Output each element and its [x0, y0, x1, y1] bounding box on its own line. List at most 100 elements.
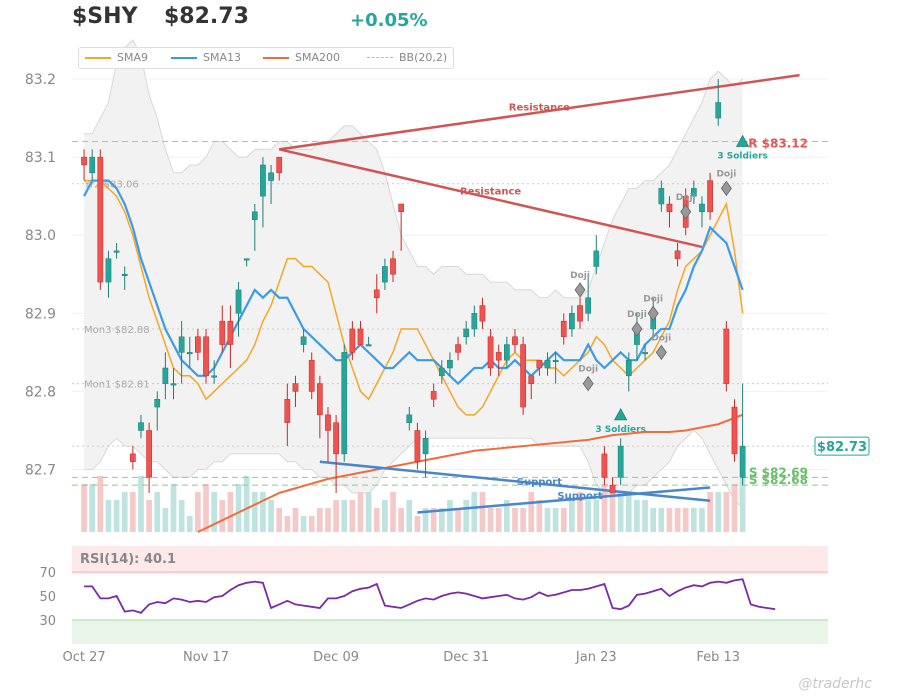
candle-body [438, 367, 445, 377]
volume-bar [625, 492, 632, 532]
volume-bar [365, 492, 372, 532]
volume-bar [398, 508, 404, 532]
candle-body [365, 344, 372, 347]
last-price-label: $82.73 [817, 440, 867, 455]
trendline [278, 148, 703, 249]
candle-body [138, 422, 144, 431]
volume-bar [325, 508, 331, 532]
volume-bar [170, 484, 177, 532]
rsi-tick-label: 70 [39, 566, 56, 581]
candle-body [251, 211, 258, 220]
candle-body [195, 336, 201, 353]
volume-bar [130, 492, 136, 532]
volume-bar [414, 516, 421, 532]
candle-body [666, 203, 673, 213]
volume-bar [203, 484, 209, 532]
sma9-line [84, 179, 744, 416]
three-soldiers-marker [614, 408, 628, 421]
volume-bar [487, 508, 494, 532]
candle-body [577, 305, 583, 322]
candle-body [203, 336, 209, 377]
candle-body [414, 430, 421, 462]
volume-bar [382, 500, 388, 532]
candle-body [487, 336, 494, 369]
volume-bar [162, 508, 169, 532]
volume-bar [617, 492, 624, 532]
volume-bar [186, 516, 193, 532]
volume-bar [471, 492, 478, 532]
volume-bar [341, 500, 348, 532]
candle-body [447, 359, 453, 369]
volume-bar [219, 500, 226, 532]
chart-legend: SMA9 SMA13 SMA200 BB(20,2) [78, 47, 454, 69]
candle-body [585, 297, 592, 314]
watermark: @traderhc [798, 676, 872, 692]
candle-body [715, 102, 722, 119]
volume-bar [691, 508, 697, 532]
candle-body [560, 320, 567, 338]
y-tick-label: 83.0 [25, 228, 56, 244]
candle-body [512, 336, 518, 345]
rsi-tick-label: 30 [39, 614, 56, 629]
candle-body [292, 383, 299, 392]
volume-bar [89, 484, 96, 532]
doji-marker [655, 344, 667, 361]
volume-bar [438, 508, 445, 532]
volume-bar [121, 492, 128, 532]
doji-label: Doji [578, 365, 598, 375]
volume-bar [357, 492, 364, 532]
support-level-label: S $82.68 [749, 473, 808, 487]
candle-body [284, 398, 291, 423]
doji-label: Doji [627, 310, 647, 320]
volume-bar [284, 516, 291, 532]
x-tick-label: Nov 17 [183, 650, 229, 665]
volume-bar [658, 508, 665, 532]
candle-body [341, 352, 348, 455]
candle-body [544, 359, 551, 369]
candle-body [422, 438, 429, 455]
volume-bar [227, 492, 234, 532]
trendline [279, 73, 800, 151]
candle-body [349, 328, 356, 353]
candle-body [430, 391, 437, 400]
ticker-symbol: $SHY [72, 4, 138, 29]
volume-bar [300, 516, 307, 532]
trendline [417, 486, 711, 514]
legend-label-bb: BB(20,2) [399, 51, 448, 64]
volume-bar [674, 508, 681, 532]
volume-bar [512, 508, 518, 532]
candle-body [113, 250, 120, 253]
candle-body [479, 305, 486, 322]
sma200-line [197, 413, 743, 533]
volume-bar [276, 508, 283, 532]
candle-body [300, 336, 307, 345]
candle-body [121, 274, 128, 277]
candle-body [520, 344, 526, 408]
candle-body [398, 203, 405, 213]
candle-body [357, 328, 364, 345]
candle-body [162, 367, 169, 384]
candle-body [97, 156, 104, 283]
y-tick-label: 82.7 [25, 463, 56, 479]
candle-body [699, 203, 705, 213]
candle-body [260, 164, 266, 197]
rsi-tick-label: 50 [39, 590, 56, 605]
volume-bar [97, 476, 104, 532]
volume-bar [601, 484, 608, 532]
candle-body [617, 445, 624, 478]
last-price-tag [814, 436, 870, 456]
volume-bar [430, 508, 437, 532]
candle-body [186, 352, 193, 355]
volume-bar [195, 492, 201, 532]
candle-body [690, 188, 697, 197]
candle-body [674, 250, 681, 259]
price-change: +0.05% [350, 10, 428, 31]
doji-marker [582, 375, 594, 392]
candle-body [325, 414, 331, 431]
volume-bar [650, 508, 657, 532]
candle-body [243, 258, 250, 261]
volume-bar [520, 508, 526, 532]
candle-body [390, 258, 396, 275]
candle-body [569, 313, 575, 330]
x-tick-label: Oct 27 [62, 650, 105, 665]
